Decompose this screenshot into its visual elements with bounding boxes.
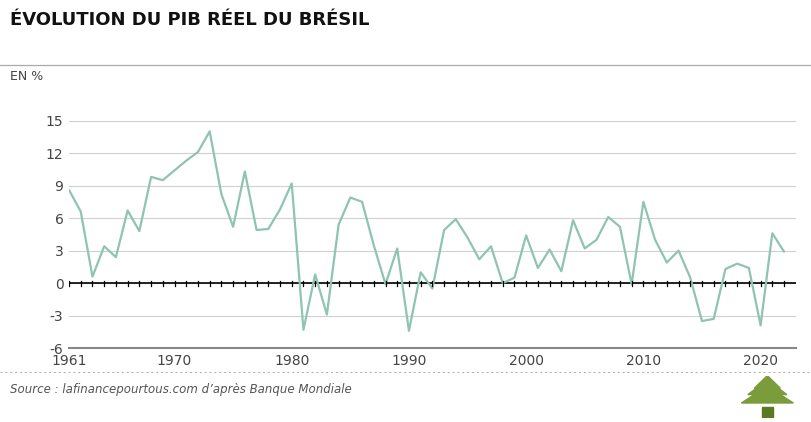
- Bar: [762, 407, 771, 418]
- Polygon shape: [753, 376, 779, 388]
- Text: EN %: EN %: [10, 70, 43, 83]
- Polygon shape: [747, 380, 786, 395]
- Polygon shape: [740, 386, 792, 403]
- Text: Source : lafinancepourtous.com d’après Banque Mondiale: Source : lafinancepourtous.com d’après B…: [10, 383, 351, 396]
- Text: ÉVOLUTION DU PIB RÉEL DU BRÉSIL: ÉVOLUTION DU PIB RÉEL DU BRÉSIL: [10, 11, 369, 29]
